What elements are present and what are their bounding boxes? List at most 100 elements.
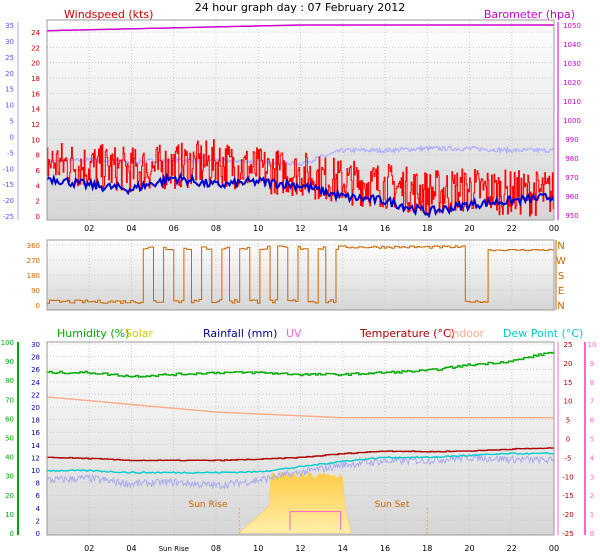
tick-uv-0: 0 xyxy=(590,530,594,538)
tick-left-wind-10: 10 xyxy=(5,102,14,110)
tick-rain-30: 30 xyxy=(31,341,40,349)
series-dewpoint-light xyxy=(46,453,555,491)
tick-rain-28: 28 xyxy=(31,354,40,362)
tick-left-wind--25: -25 xyxy=(3,213,14,221)
series-barometer xyxy=(46,24,554,32)
tick-left-wind-35: 35 xyxy=(5,22,14,30)
panel-frame-0 xyxy=(46,19,555,221)
tick-right-baro-1050: 1050 xyxy=(563,22,581,30)
tick-hum-90: 90 xyxy=(5,358,14,366)
tick-inner-wind-6: 6 xyxy=(36,167,41,175)
tick-left-wind-30: 30 xyxy=(5,38,14,46)
tick-uv-4: 4 xyxy=(590,454,595,462)
series-indoor xyxy=(46,396,554,419)
tick-dir-90: 90 xyxy=(31,287,40,295)
label-rainfall: Rainfall (mm) xyxy=(203,327,277,340)
xtick-bottom-6: 14 xyxy=(338,544,348,553)
tick-hum-50: 50 xyxy=(5,435,14,443)
xtick-top-08: 08 xyxy=(211,224,221,233)
tick-hum-80: 80 xyxy=(5,377,14,385)
tick-temp--5: -5 xyxy=(565,454,572,462)
label-solar: Solar xyxy=(125,327,154,340)
tick-rain-20: 20 xyxy=(31,404,40,412)
tick-left-wind-5: 5 xyxy=(10,118,14,126)
xtick-top-14: 14 xyxy=(338,224,348,233)
panel-dir-bg xyxy=(47,240,554,310)
xtick-bottom-2: Sun Rise xyxy=(159,545,189,553)
tick-inner-wind-22: 22 xyxy=(31,44,40,52)
label-windspeed: Windspeed (kts) xyxy=(64,8,153,21)
tick-right-baro-990: 990 xyxy=(565,136,578,144)
tick-left-wind-0: 0 xyxy=(10,133,14,141)
panel-frame-1 xyxy=(46,239,555,311)
tick-temp--15: -15 xyxy=(562,492,573,500)
tick-left-wind-20: 20 xyxy=(5,70,14,78)
panel-frame-2 xyxy=(46,341,555,536)
tick-rain-18: 18 xyxy=(31,417,40,425)
label-uv: UV xyxy=(286,327,302,340)
xtick-top-04: 04 xyxy=(126,224,136,233)
tick-rain-10: 10 xyxy=(31,467,40,475)
tick-temp-15: 15 xyxy=(564,379,573,387)
tick-left-wind--10: -10 xyxy=(3,165,14,173)
xtick-top-10: 10 xyxy=(253,224,263,233)
xtick-top-00: 00 xyxy=(549,224,559,233)
label-barometer: Barometer (hpa) xyxy=(484,8,575,21)
xtick-bottom-7: 16 xyxy=(380,544,390,553)
tick-temp-0: 0 xyxy=(566,436,570,444)
tick-hum-60: 60 xyxy=(5,415,14,423)
tick-rain-24: 24 xyxy=(31,379,40,387)
tick-rain-4: 4 xyxy=(36,505,41,513)
tick-hum-20: 20 xyxy=(5,492,14,500)
series-temperature xyxy=(47,447,555,462)
tick-rain-22: 22 xyxy=(31,391,40,399)
tick-uv-8: 8 xyxy=(590,379,594,387)
tick-right-baro-980: 980 xyxy=(565,155,578,163)
tick-temp--25: -25 xyxy=(562,530,573,538)
tick-hum-40: 40 xyxy=(5,454,14,462)
tick-inner-wind-4: 4 xyxy=(36,182,41,190)
tick-temp-20: 20 xyxy=(564,360,573,368)
tick-hum-30: 30 xyxy=(5,473,14,481)
xtick-bottom-11: 00 xyxy=(549,544,559,553)
tick-uv-10: 10 xyxy=(588,341,597,349)
tick-right-baro-1020: 1020 xyxy=(563,79,581,87)
tick-uv-5: 5 xyxy=(590,436,594,444)
tick-dir-360: 360 xyxy=(27,242,40,250)
tick-inner-wind-0: 0 xyxy=(36,213,40,221)
tick-rain-2: 2 xyxy=(36,517,40,525)
annotation-sunset: Sun Set xyxy=(375,500,410,510)
xtick-top-18: 18 xyxy=(422,224,432,233)
series-uv xyxy=(289,511,342,530)
tick-right-baro-950: 950 xyxy=(565,212,578,220)
tick-rain-12: 12 xyxy=(31,454,40,462)
tick-right-baro-1010: 1010 xyxy=(563,98,581,106)
tick-left-wind--5: -5 xyxy=(7,149,14,157)
label-humidity: Humidity (%) xyxy=(57,327,129,340)
tick-left-wind-15: 15 xyxy=(5,86,14,94)
tick-right-baro-1040: 1040 xyxy=(563,41,581,49)
tick-inner-wind-2: 2 xyxy=(36,198,40,206)
tick-uv-7: 7 xyxy=(590,398,594,406)
tick-hum-70: 70 xyxy=(5,396,14,404)
xtick-top-16: 16 xyxy=(380,224,390,233)
xtick-bottom-1: 04 xyxy=(126,544,136,553)
xtick-top-02: 02 xyxy=(84,224,94,233)
xtick-bottom-0: 02 xyxy=(84,544,94,553)
label-temperature: Temperature (°C) xyxy=(359,327,455,340)
xtick-bottom-10: 22 xyxy=(507,544,517,553)
label-dewpoint: Dew Point (°C) xyxy=(503,327,583,340)
tick-rain-0: 0 xyxy=(36,530,40,538)
tick-dir-compass-4: N xyxy=(557,301,564,312)
tick-rain-16: 16 xyxy=(31,429,40,437)
xtick-bottom-4: 10 xyxy=(253,544,263,553)
xtick-top-22: 22 xyxy=(507,224,517,233)
tick-right-baro-1000: 1000 xyxy=(563,117,581,125)
series-gust xyxy=(46,172,555,219)
tick-uv-1: 1 xyxy=(590,511,594,519)
tick-rain-8: 8 xyxy=(36,480,40,488)
tick-left-wind-25: 25 xyxy=(5,54,14,62)
tick-dir-0: 0 xyxy=(36,302,40,310)
